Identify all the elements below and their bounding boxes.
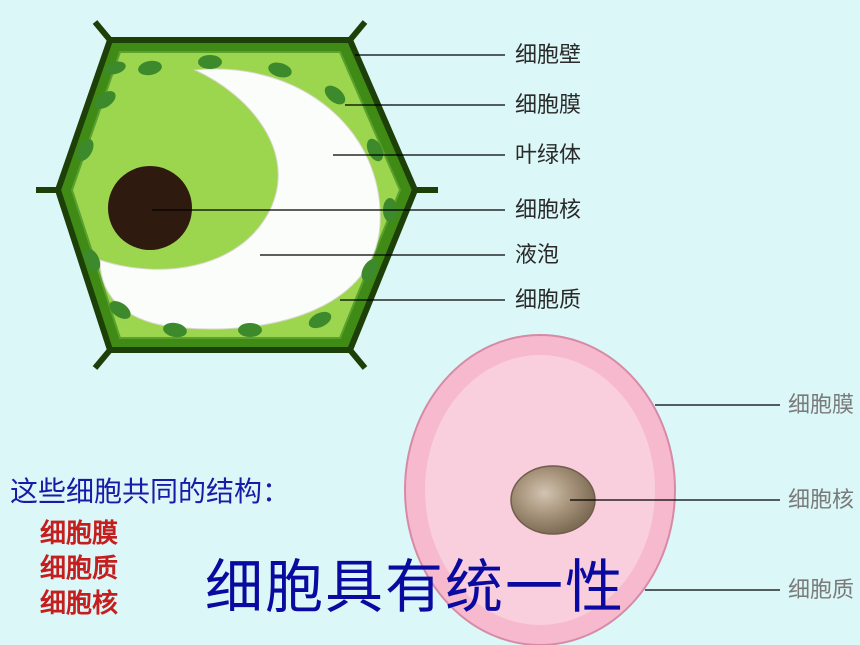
animal-label-membrane: 细胞膜 — [788, 392, 854, 417]
animal-label-nucleus: 细胞核 — [788, 487, 854, 512]
headline: 细胞具有统一性 — [205, 540, 625, 624]
caption-title: 这些细胞共同的结构： — [10, 470, 290, 510]
animal-label-cytoplasm: 细胞质 — [788, 577, 854, 602]
